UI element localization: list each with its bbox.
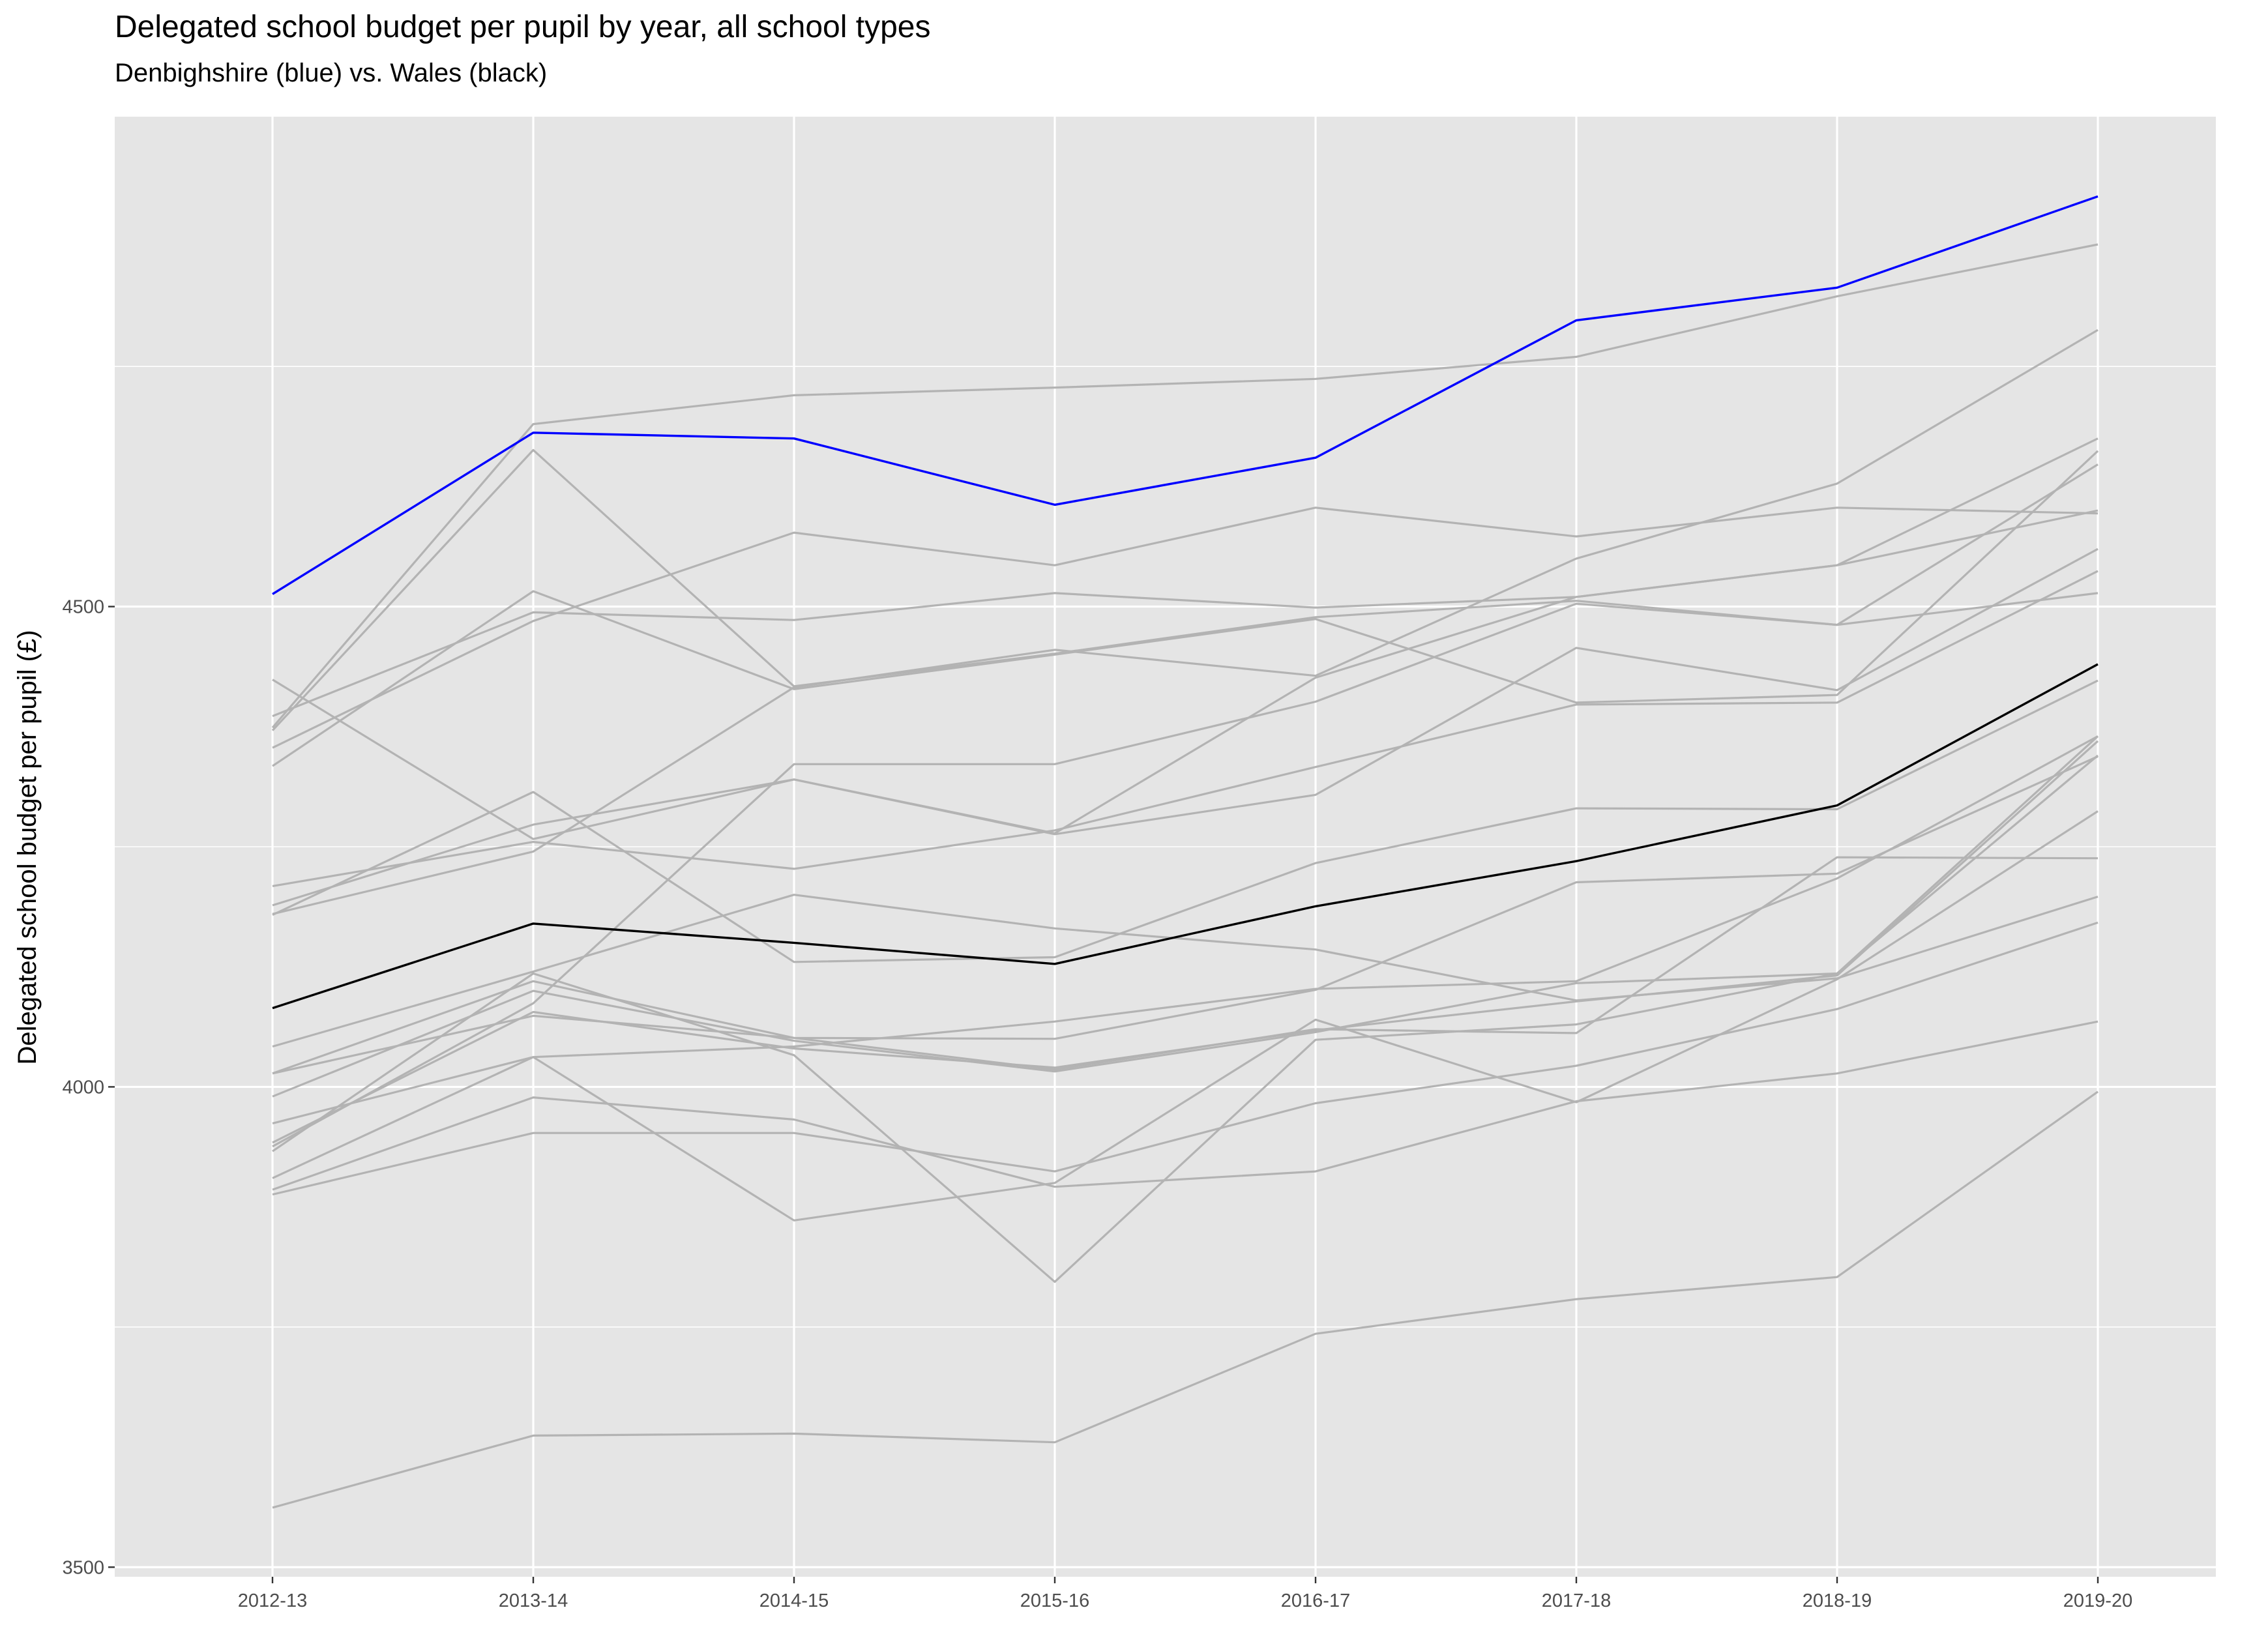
authority-series-line [272,1020,2099,1191]
authority-series-line [271,448,2099,731]
x-tick-label: 2016-17 [1281,1590,1350,1611]
x-tick-label: 2015-16 [1020,1590,1089,1611]
x-tick-label: 2012-13 [238,1590,307,1611]
authority-series-line [272,894,2099,1048]
x-tick-label: 2017-18 [1542,1590,1611,1611]
x-tick-label: 2018-19 [1803,1590,1872,1611]
denbighshire-series-line [272,195,2099,595]
authority-series-line [272,735,2099,1098]
authority-series-line [272,810,2099,1222]
chart-subtitle: Denbighshire (blue) vs. Wales (black) [115,59,548,87]
authority-series-line [272,1091,2099,1509]
y-tick-label: 4500 [62,597,104,618]
x-tick-label: 2014-15 [759,1590,829,1611]
authority-series-line [272,570,2099,887]
authority-series-line [272,679,2099,963]
authority-series-line [272,856,2099,1075]
authority-series-line [272,755,2099,1075]
series-lines [271,195,2099,1509]
y-tick-label: 3500 [62,1557,104,1578]
authority-series-line [272,921,2099,1196]
authority-series-line [272,506,2099,749]
wales-series-line [272,663,2099,1010]
chart-title: Delegated school budget per pupil by yea… [115,10,931,44]
y-axis-title: Delegated school budget per pupil (£) [13,630,42,1064]
authority-series-line [272,735,2099,1124]
authority-series-line [272,548,2099,907]
axes: 3500 4000 4500 2012-13 2013-14 2014-15 2015-16… [62,597,2132,1611]
authority-series-line [271,243,2099,729]
authority-series-line [272,450,2099,767]
authority-series-line [272,509,2099,840]
y-tick-label: 4000 [62,1077,104,1098]
authority-series-line [272,329,2099,915]
x-tick-label: 2013-14 [499,1590,568,1611]
x-tick-label: 2019-20 [2063,1590,2132,1611]
